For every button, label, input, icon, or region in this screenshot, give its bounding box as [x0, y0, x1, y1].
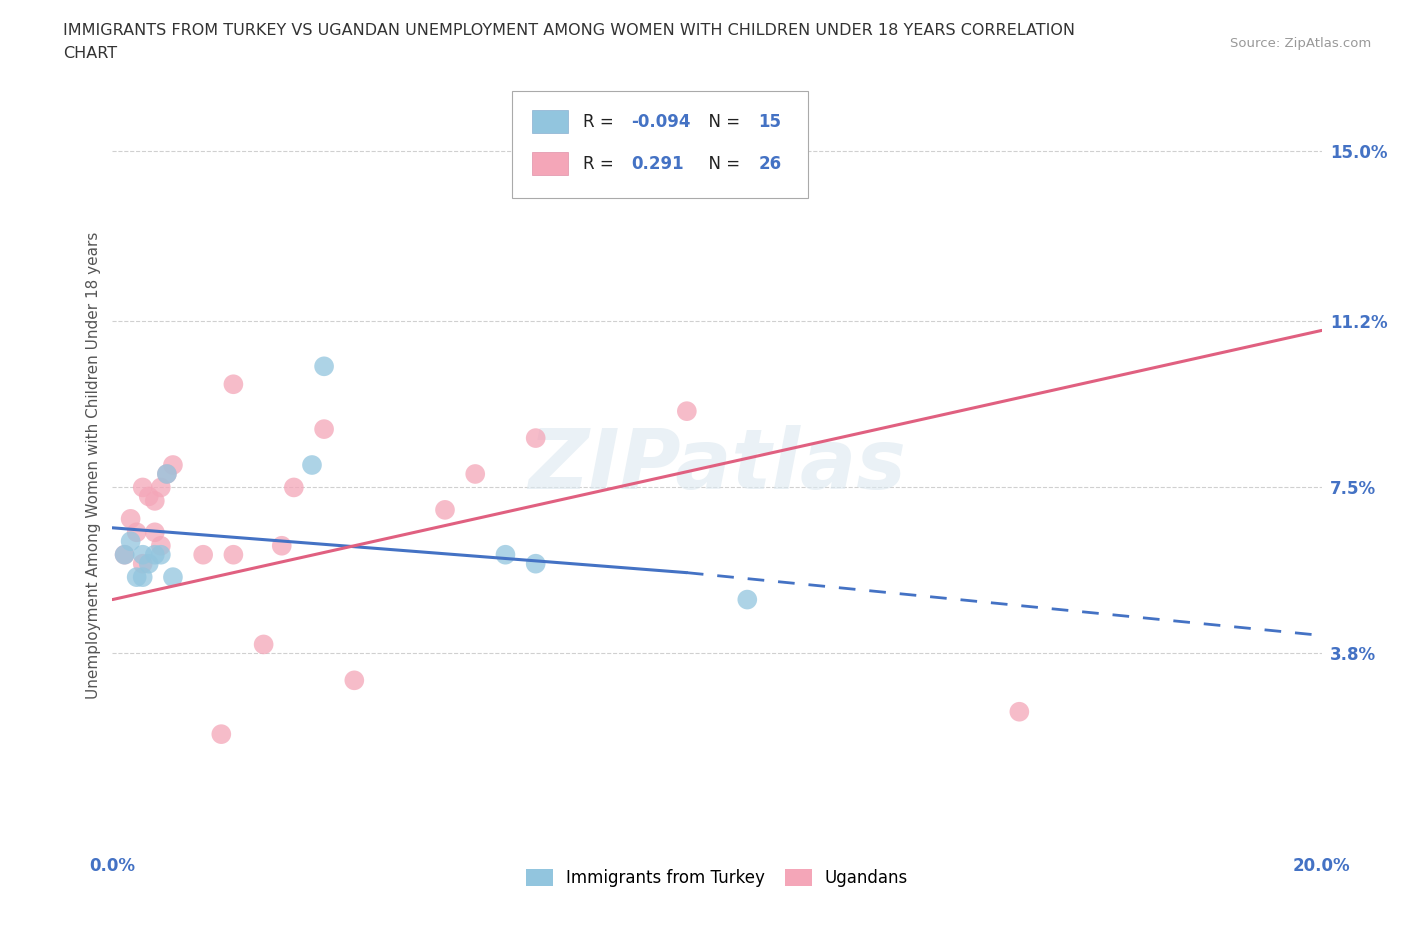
Text: -0.094: -0.094: [631, 113, 690, 131]
Point: [156, 467, 179, 482]
Text: 26: 26: [758, 154, 782, 173]
Text: R =: R =: [583, 113, 619, 131]
Text: IMMIGRANTS FROM TURKEY VS UGANDAN UNEMPLOYMENT AMONG WOMEN WITH CHILDREN UNDER 1: IMMIGRANTS FROM TURKEY VS UGANDAN UNEMPL…: [63, 23, 1076, 38]
Point: [143, 494, 166, 509]
Point: [156, 467, 179, 482]
Point: [162, 458, 184, 472]
Point: [314, 421, 336, 436]
Text: ZIPatlas: ZIPatlas: [529, 424, 905, 506]
Text: 15: 15: [758, 113, 782, 131]
Point: [314, 359, 336, 374]
Text: 0.291: 0.291: [631, 154, 683, 173]
Point: [138, 489, 160, 504]
Point: [114, 547, 136, 562]
Point: [138, 556, 160, 571]
Text: R =: R =: [583, 154, 619, 173]
Point: [433, 502, 456, 517]
Point: [191, 547, 214, 562]
Point: [132, 556, 155, 571]
Point: [125, 570, 148, 585]
Point: [149, 547, 172, 562]
Point: [120, 534, 142, 549]
Point: [125, 525, 148, 539]
Point: [270, 538, 292, 553]
Point: [675, 404, 697, 418]
FancyBboxPatch shape: [531, 111, 568, 133]
Point: [222, 377, 245, 392]
Point: [283, 480, 305, 495]
Point: [132, 480, 155, 495]
Text: N =: N =: [697, 154, 745, 173]
Point: [524, 556, 547, 571]
Point: [343, 673, 366, 688]
Legend: Immigrants from Turkey, Ugandans: Immigrants from Turkey, Ugandans: [517, 860, 917, 896]
Point: [132, 570, 155, 585]
Point: [1008, 704, 1031, 719]
Point: [737, 592, 759, 607]
Point: [120, 512, 142, 526]
Point: [114, 547, 136, 562]
Point: [301, 458, 323, 472]
Point: [524, 431, 547, 445]
Text: Source: ZipAtlas.com: Source: ZipAtlas.com: [1230, 37, 1371, 50]
Point: [495, 547, 517, 562]
Point: [222, 547, 245, 562]
Point: [132, 547, 155, 562]
Point: [464, 467, 486, 482]
Point: [253, 637, 276, 652]
Point: [162, 570, 184, 585]
Point: [143, 525, 166, 539]
Point: [143, 547, 166, 562]
FancyBboxPatch shape: [531, 153, 568, 175]
Text: CHART: CHART: [63, 46, 117, 61]
Y-axis label: Unemployment Among Women with Children Under 18 years: Unemployment Among Women with Children U…: [86, 232, 101, 698]
FancyBboxPatch shape: [512, 91, 807, 198]
Text: N =: N =: [697, 113, 745, 131]
Point: [149, 480, 172, 495]
Point: [149, 538, 172, 553]
Point: [209, 726, 232, 741]
